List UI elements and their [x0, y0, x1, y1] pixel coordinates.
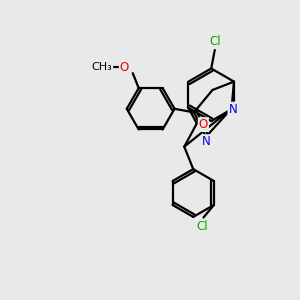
Text: N: N	[228, 103, 237, 116]
Text: CH₃: CH₃	[92, 62, 112, 72]
Text: O: O	[199, 118, 208, 131]
Text: N: N	[202, 135, 211, 148]
Text: Cl: Cl	[210, 34, 221, 47]
Text: Cl: Cl	[196, 220, 208, 233]
Text: O: O	[120, 61, 129, 74]
